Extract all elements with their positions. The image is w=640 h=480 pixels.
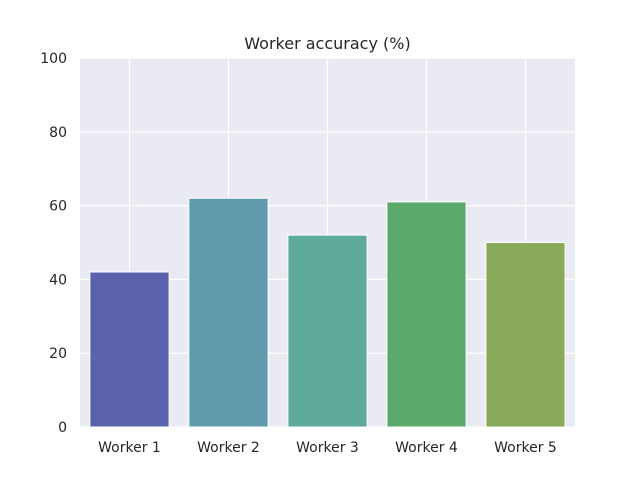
bars	[89, 197, 566, 428]
x-axis-ticks: Worker 1 Worker 2 Worker 3 Worker 4 Worker 5	[98, 440, 557, 456]
x-tick-label: Worker 5	[494, 440, 557, 456]
bar-1	[89, 271, 170, 428]
y-tick-label: 60	[49, 199, 67, 215]
y-tick-label: 0	[58, 420, 67, 436]
chart-title: Worker accuracy (%)	[244, 34, 410, 53]
bar-5	[485, 242, 566, 428]
y-axis-ticks: 0 20 40 60 80 100	[40, 51, 67, 436]
y-tick-label: 80	[49, 125, 67, 141]
bar-4	[386, 201, 467, 428]
y-tick-label: 40	[49, 272, 67, 288]
x-tick-label: Worker 3	[296, 440, 359, 456]
x-tick-label: Worker 4	[395, 440, 458, 456]
bar-2	[188, 197, 269, 428]
y-tick-label: 100	[40, 51, 67, 67]
bar-3	[287, 234, 368, 428]
y-tick-label: 20	[49, 346, 67, 362]
x-tick-label: Worker 2	[197, 440, 260, 456]
x-tick-label: Worker 1	[98, 440, 161, 456]
